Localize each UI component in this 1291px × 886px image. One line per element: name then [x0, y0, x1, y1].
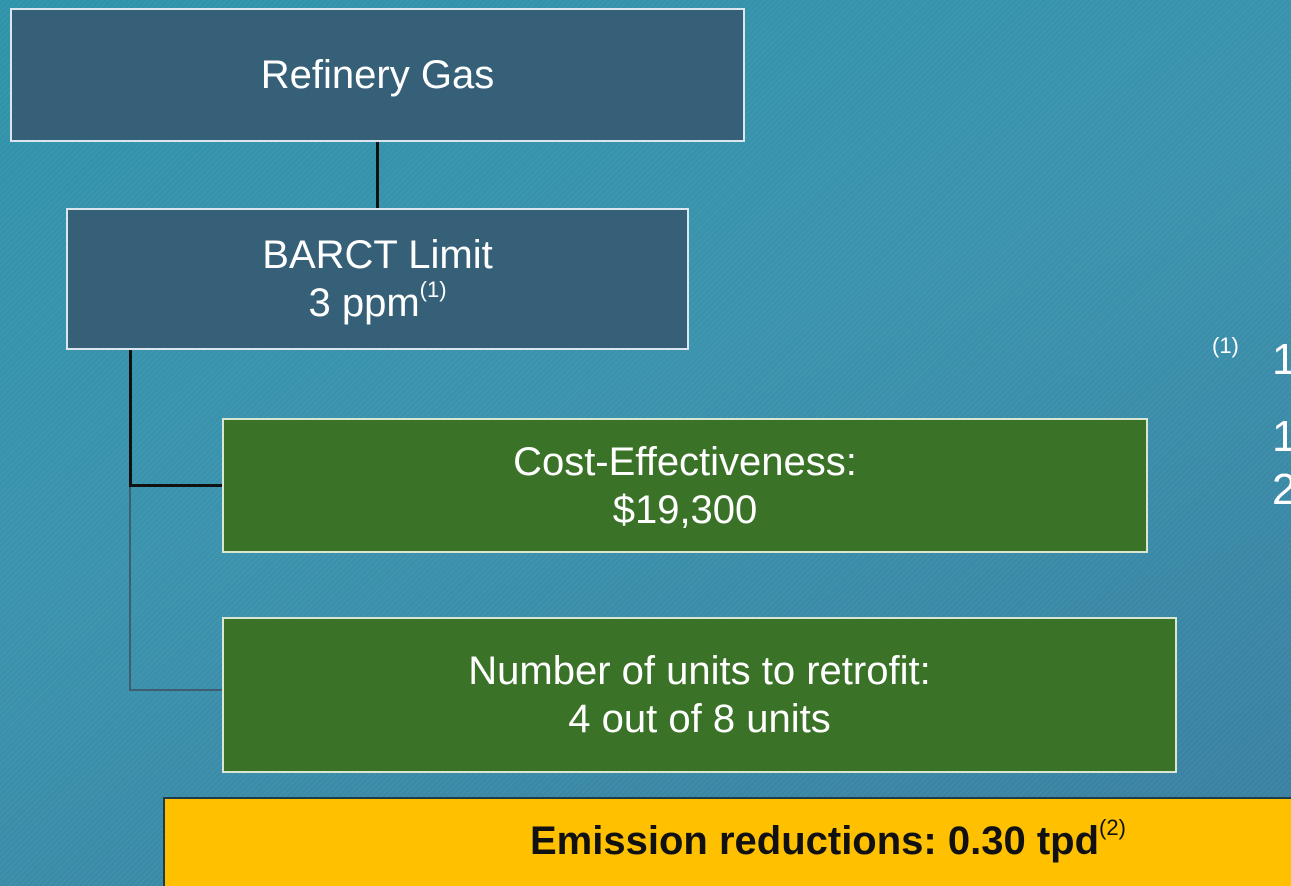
footnote-ref: (2)	[1099, 815, 1126, 840]
footnote-line: 2	[1272, 465, 1291, 514]
reduction-box: Emission reductions: 0.30 tpd(2)	[163, 797, 1291, 886]
label: Refinery Gas	[260, 53, 495, 97]
value: 3 ppm(1)	[308, 277, 447, 327]
label: Emission reductions: 0.30 tpd(2)	[530, 815, 1126, 865]
connector	[129, 484, 222, 487]
source-box: Refinery Gas	[10, 8, 745, 142]
connector	[376, 142, 379, 208]
footnote-line: 1	[1272, 335, 1291, 384]
footnote-line: 1	[1272, 412, 1291, 461]
limit-box: BARCT Limit 3 ppm(1)	[66, 208, 689, 350]
units-box: Number of units to retrofit: 4 out of 8 …	[222, 617, 1177, 773]
label-text: Emission reductions: 0.30 tpd	[530, 819, 1100, 863]
cost-box: Cost-Effectiveness: $19,300	[222, 418, 1148, 553]
label: Cost-Effectiveness:	[513, 439, 857, 484]
connector	[129, 487, 131, 691]
footnote-ref: (1)	[419, 277, 447, 302]
value: $19,300	[612, 487, 758, 532]
value-text: 3 ppm	[308, 281, 420, 325]
connector	[129, 350, 132, 487]
value: 4 out of 8 units	[568, 697, 831, 741]
footnote-marker: (1)	[1212, 333, 1239, 358]
connector	[129, 689, 222, 691]
label: Number of units to retrofit:	[468, 649, 931, 693]
label: BARCT Limit	[262, 233, 493, 277]
